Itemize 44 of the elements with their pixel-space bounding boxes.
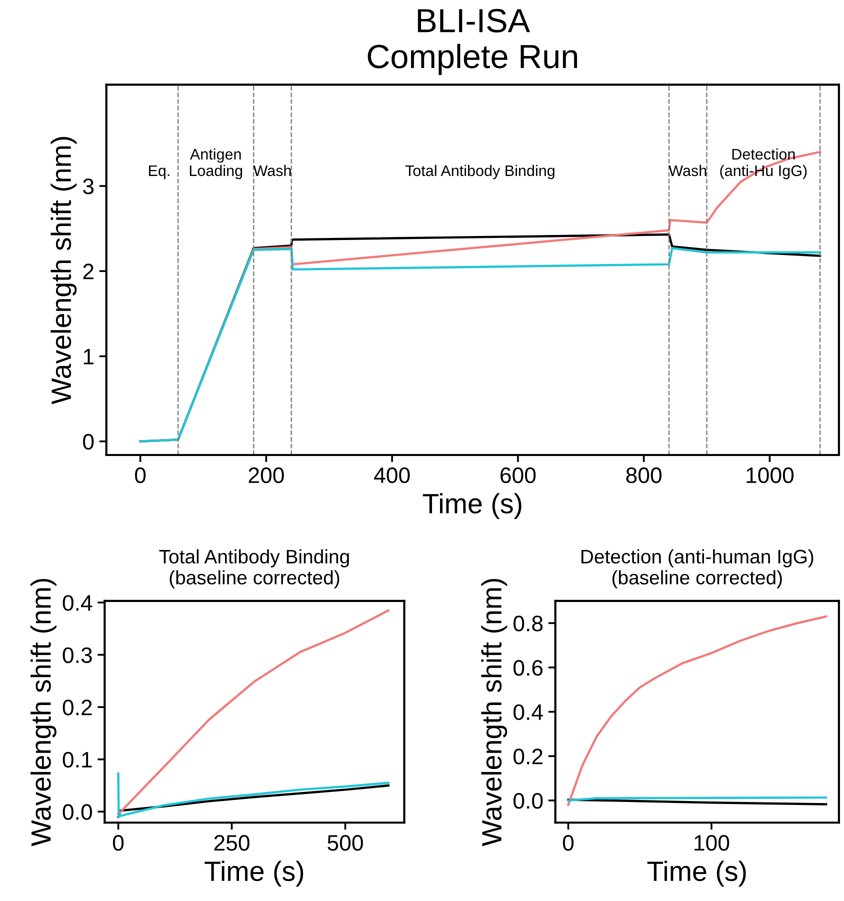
- y-tick-label: 0.4: [62, 595, 92, 611]
- x-tick-label: 400: [374, 467, 410, 484]
- line-series: [117, 609, 390, 816]
- y-tick-label: 0.2: [514, 748, 542, 764]
- x-axis-title: Time (s): [204, 860, 304, 887]
- annotation: Detection (anti-Hu IgG): [720, 148, 807, 180]
- y-tick-label: 2: [83, 264, 94, 280]
- annotation: Wash: [668, 164, 706, 176]
- y-tick-label: 0.6: [514, 660, 543, 676]
- y-tick-label: 0.8: [514, 616, 543, 632]
- x-tick-label: 1000: [746, 467, 794, 484]
- y-tick-label: 0.2: [62, 700, 92, 716]
- y-tick-label: 0: [83, 434, 94, 450]
- x-tick-label: 0: [562, 835, 574, 851]
- x-tick-label: 250: [214, 835, 250, 851]
- y-tick-label: 0.1: [62, 752, 92, 768]
- y-axis-title: Wavelength shift (nm): [30, 578, 56, 846]
- annotation: Antigen Loading: [190, 148, 242, 180]
- line-series: [567, 615, 828, 806]
- y-tick-label: 0.0: [62, 804, 92, 820]
- x-tick-label: 600: [500, 467, 536, 484]
- y-tick-label: 0.0: [514, 792, 543, 809]
- y-tick-label: 3: [83, 178, 94, 194]
- line-series: [117, 772, 390, 818]
- annotation: Eq.: [149, 165, 170, 180]
- chart-title: Total Antibody Binding (baseline corrected): [159, 549, 349, 588]
- x-axis-title: Time (s): [422, 493, 522, 519]
- x-tick-label: 800: [626, 467, 662, 484]
- x-axis-title: Time (s): [647, 860, 746, 887]
- x-tick-label: 0: [112, 835, 124, 851]
- x-tick-label: 0: [135, 467, 146, 484]
- y-tick-label: 1: [84, 349, 94, 364]
- annotation: Total Antibody Binding: [405, 164, 554, 180]
- x-tick-label: 100: [694, 835, 730, 851]
- x-tick-label: 500: [328, 835, 363, 851]
- chart-title: Detection (anti-human IgG) (baseline corrected): [581, 549, 814, 588]
- y-tick-label: 0.4: [514, 704, 543, 720]
- chart-title: BLI-ISA Complete Run: [368, 8, 578, 75]
- y-tick-label: 0.3: [62, 647, 92, 664]
- annotation: Wash: [253, 164, 291, 176]
- x-tick-label: 200: [248, 467, 284, 484]
- line-series: [117, 784, 390, 818]
- y-axis-title: Wavelength shift (nm): [50, 137, 77, 404]
- y-axis-title: Wavelength shift (nm): [481, 578, 508, 846]
